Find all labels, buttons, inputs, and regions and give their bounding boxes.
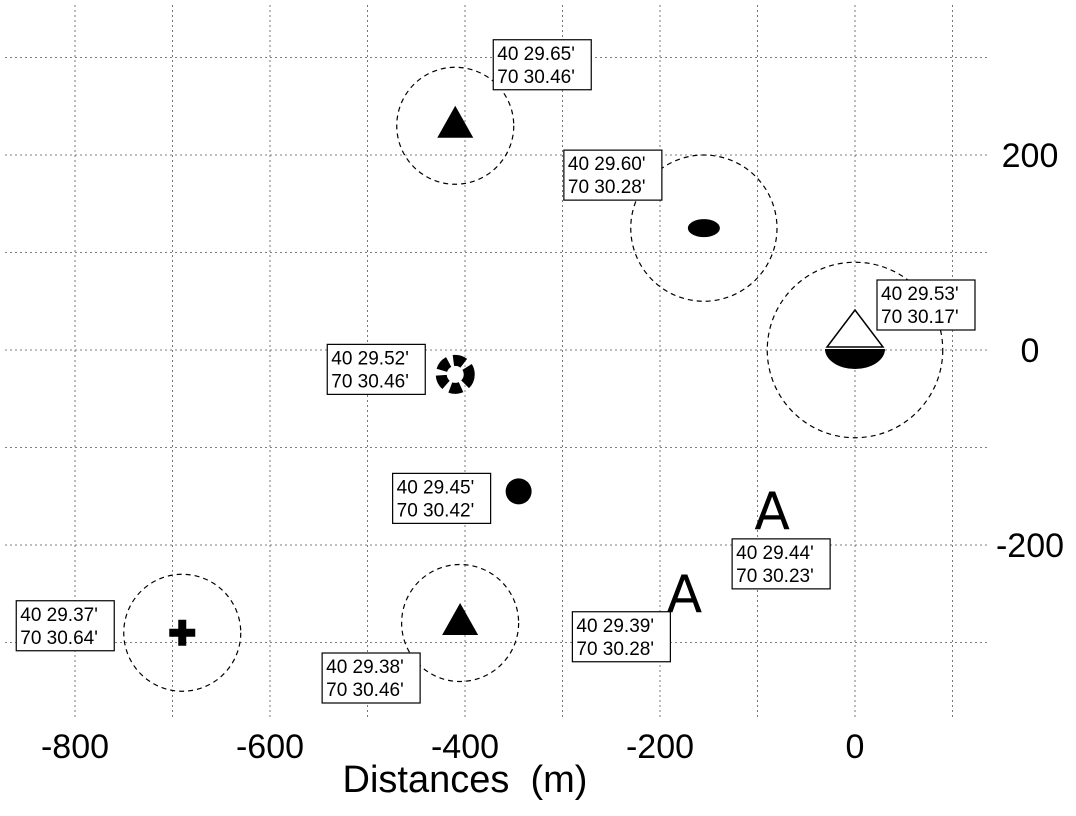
coordinate-label-line: 40 29.65': [497, 44, 575, 65]
uncertainty-circle: [630, 154, 778, 302]
lifebuoy-marker: [435, 354, 475, 394]
coordinate-label-line: 40 29.39': [576, 616, 654, 637]
y-tick-labels: 200 0 -200: [996, 137, 1064, 565]
dot-marker: [505, 478, 532, 505]
uncertainty-circle: [123, 573, 242, 692]
x-tick-label: -800: [41, 728, 109, 766]
y-tick-label: 200: [1002, 137, 1059, 175]
y-tick-label: -200: [996, 527, 1064, 565]
x-tick-label: -200: [626, 728, 694, 766]
coordinate-box: [563, 149, 663, 201]
coordinate-label-line: 70 30.46': [497, 67, 575, 88]
sail-marker: [825, 308, 885, 348]
y-tick-label: 0: [1021, 332, 1040, 370]
coordinate-box: [392, 472, 492, 524]
triangle-marker: [442, 603, 479, 635]
letter-a-marker: A: [667, 565, 703, 625]
markers: AA: [169, 105, 885, 646]
ellipse-marker: [687, 219, 720, 238]
coordinate-box: [731, 538, 831, 590]
coordinate-label-line: 70 30.46': [331, 371, 409, 392]
coordinate-label-line: 40 29.60': [568, 154, 646, 175]
uncertainty-circle: [396, 66, 515, 185]
coordinate-label-line: 40 29.38': [326, 657, 404, 678]
uncertainty-circle: [401, 563, 520, 683]
coordinate-label-line: 70 30.42': [397, 500, 475, 521]
coordinate-label-line: 70 30.17': [881, 307, 959, 328]
coordinate-label-line: 70 30.46': [326, 680, 404, 701]
triangle-marker: [437, 105, 474, 138]
coordinate-label-line: 40 29.44': [736, 543, 814, 564]
x-tick-label: -400: [431, 728, 499, 766]
coordinate-label-line: 70 30.64': [20, 628, 98, 649]
coordinate-box: [571, 611, 671, 663]
x-tick-labels: -800 -600 -400 -200 0: [41, 728, 864, 766]
coordinate-label-line: 40 29.52': [331, 348, 409, 369]
coordinate-box: [321, 652, 421, 704]
coordinate-label-line: 40 29.53': [881, 284, 959, 305]
coordinate-label-line: 70 30.23': [736, 566, 814, 587]
hull-marker: [825, 349, 885, 369]
x-axis-title: Distances (m): [343, 759, 588, 801]
coordinate-label-line: 40 29.37': [20, 605, 98, 626]
letter-a-marker: A: [754, 482, 790, 542]
coordinate-box: [876, 279, 976, 331]
coordinate-labels: 40 29.65'70 30.46'40 29.60'70 30.28'40 2…: [15, 39, 976, 704]
coordinate-label-line: 70 30.28': [568, 177, 646, 198]
coordinate-box: [15, 600, 115, 652]
uncertainty-circle: [766, 261, 944, 439]
x-tick-label: 0: [846, 728, 865, 766]
coordinate-box: [326, 343, 426, 395]
coordinate-label-line: 70 30.28': [576, 639, 654, 660]
uncertainty-circles: [123, 66, 944, 692]
coordinate-label-line: 40 29.45': [397, 477, 475, 498]
x-tick-label: -600: [236, 728, 304, 766]
coordinate-box: [492, 39, 592, 91]
plus-marker: [178, 619, 187, 646]
